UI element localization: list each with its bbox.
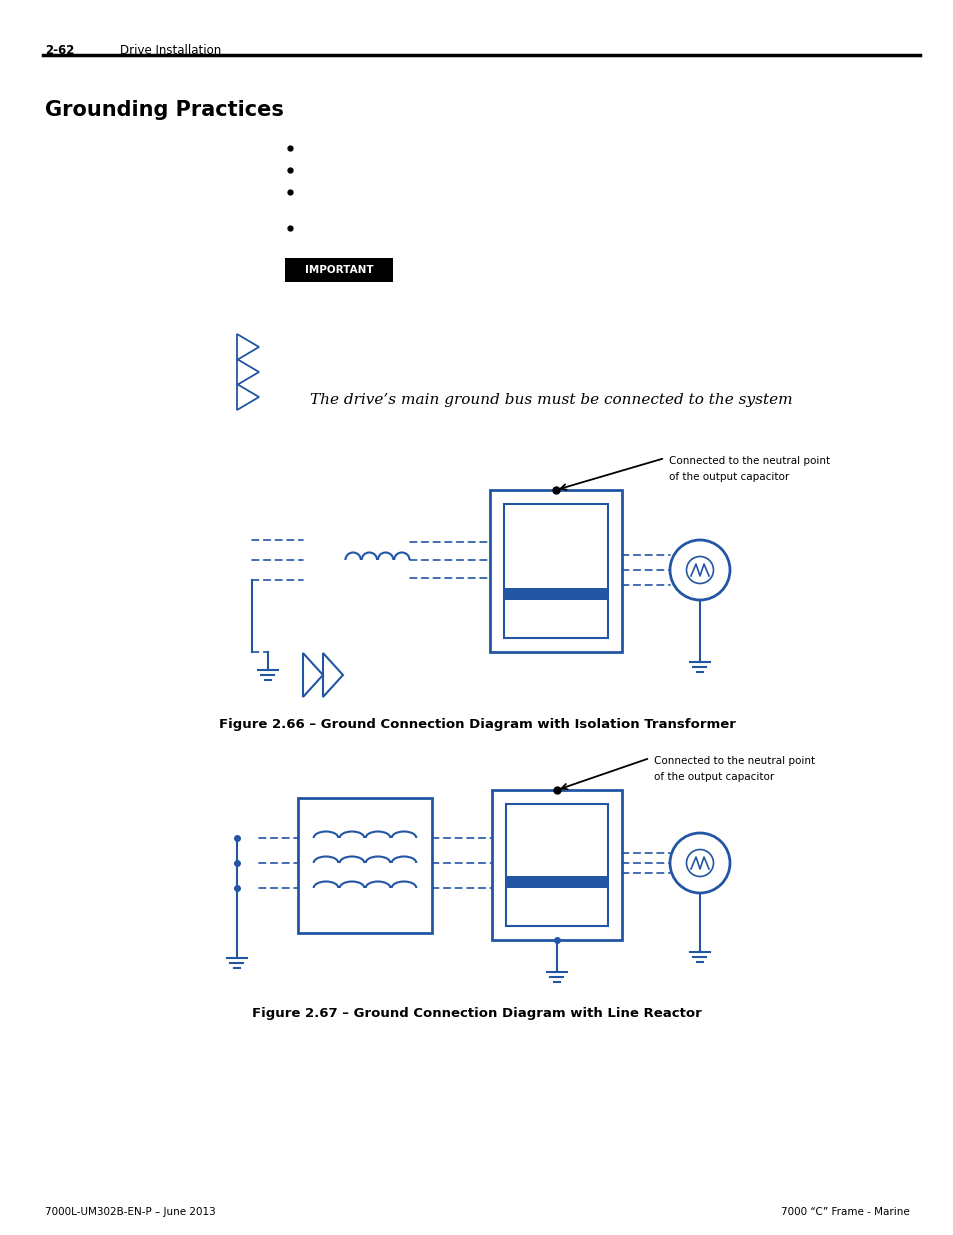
- Text: Connected to the neutral point: Connected to the neutral point: [654, 756, 814, 766]
- Text: 7000L-UM302B-EN-P – June 2013: 7000L-UM302B-EN-P – June 2013: [45, 1207, 215, 1216]
- FancyBboxPatch shape: [505, 876, 607, 888]
- Text: 2-62: 2-62: [45, 44, 74, 57]
- Text: IMPORTANT: IMPORTANT: [304, 266, 373, 275]
- FancyBboxPatch shape: [490, 490, 621, 652]
- Text: of the output capacitor: of the output capacitor: [668, 472, 788, 482]
- Text: Figure 2.67 – Ground Connection Diagram with Line Reactor: Figure 2.67 – Ground Connection Diagram …: [252, 1007, 701, 1020]
- Text: Figure 2.66 – Ground Connection Diagram with Isolation Transformer: Figure 2.66 – Ground Connection Diagram …: [218, 718, 735, 731]
- Text: Grounding Practices: Grounding Practices: [45, 100, 284, 120]
- FancyBboxPatch shape: [297, 798, 432, 932]
- FancyBboxPatch shape: [503, 504, 607, 638]
- Text: 7000 “C” Frame - Marine: 7000 “C” Frame - Marine: [781, 1207, 909, 1216]
- Text: Drive Installation: Drive Installation: [120, 44, 221, 57]
- FancyBboxPatch shape: [492, 790, 621, 940]
- Text: The drive’s main ground bus must be connected to the system: The drive’s main ground bus must be conn…: [310, 393, 792, 408]
- Text: Connected to the neutral point: Connected to the neutral point: [668, 456, 829, 466]
- Text: of the output capacitor: of the output capacitor: [654, 772, 774, 782]
- FancyBboxPatch shape: [503, 588, 607, 600]
- FancyBboxPatch shape: [505, 804, 607, 926]
- FancyBboxPatch shape: [285, 258, 393, 282]
